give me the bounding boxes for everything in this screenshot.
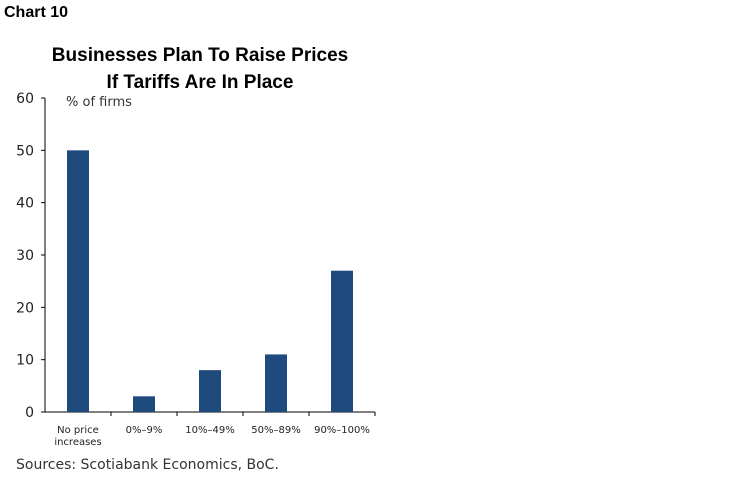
sources-note: Sources: Scotiabank Economics, BoC. xyxy=(16,457,279,473)
bar xyxy=(199,370,221,412)
y-tick-label: 60 xyxy=(16,91,34,107)
y-tick-label: 0 xyxy=(25,405,34,421)
x-tick-label: 50%–89% xyxy=(251,425,300,436)
y-tick-label: 10 xyxy=(16,353,34,369)
x-axis-labels: No price increases 0%–9% 10%–49% 50%–89% 90%–… xyxy=(54,412,376,448)
bar xyxy=(331,270,353,412)
y-tick-label: 50 xyxy=(16,143,34,159)
x-tick-label: 10%–49% xyxy=(185,425,234,436)
y-tick-label: 30 xyxy=(16,248,34,264)
chart-number-label: Chart 10 xyxy=(4,4,69,21)
chart-title-line-1: Businesses Plan To Raise Prices xyxy=(51,45,349,66)
y-tick-label: 20 xyxy=(16,300,34,316)
y-axis-unit-label: % of firms xyxy=(66,95,132,110)
x-tick-label: 0%–9% xyxy=(126,425,163,436)
bar xyxy=(265,354,287,412)
bar xyxy=(67,150,89,413)
bars xyxy=(67,150,353,413)
bar xyxy=(133,396,155,412)
chart-title-line-2: If Tariffs Are In Place xyxy=(106,72,294,93)
y-axis-ticks: 0 10 20 30 40 50 60 xyxy=(16,91,45,421)
x-tick-label: 90%–100% xyxy=(314,425,370,436)
chart-title: Businesses Plan To Raise Prices If Tarif… xyxy=(0,42,400,96)
chart-axes xyxy=(44,98,375,413)
x-tick-label: No price increases xyxy=(54,425,101,448)
y-tick-label: 40 xyxy=(16,196,34,212)
